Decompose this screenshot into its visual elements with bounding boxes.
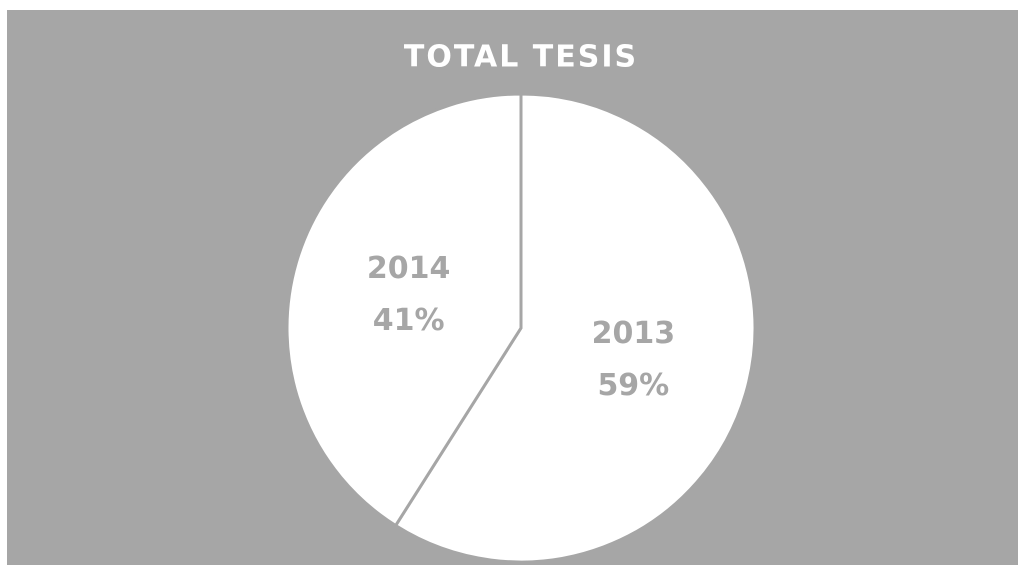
slice-value-label: 41% [373,303,445,338]
slice-value-label: 59% [597,368,669,403]
slice-category-label: 2013 [592,316,676,351]
chart-title: TOTAL TESIS [404,40,638,75]
pie-slice [285,92,523,528]
slice-category-label: 2014 [367,251,451,286]
pie-slice [394,92,757,564]
